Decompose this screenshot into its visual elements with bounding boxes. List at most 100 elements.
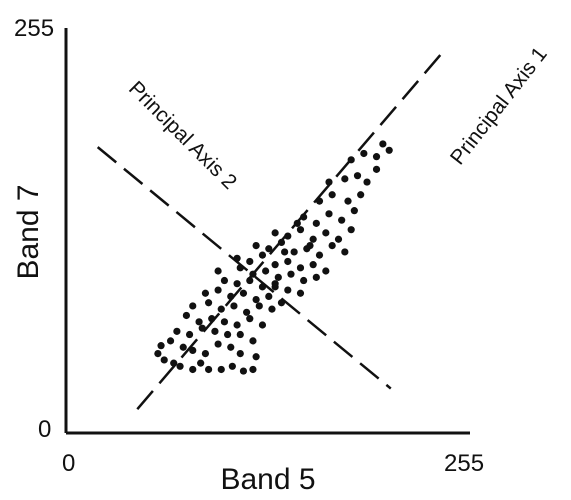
data-point <box>228 362 236 370</box>
data-point <box>185 330 194 339</box>
data-point <box>233 254 241 262</box>
data-point <box>309 261 317 269</box>
data-point <box>322 267 330 275</box>
data-point <box>236 349 244 358</box>
data-point <box>179 343 187 351</box>
data-point <box>189 346 197 355</box>
data-point <box>385 146 393 154</box>
data-point <box>220 276 229 285</box>
data-point <box>157 342 165 350</box>
data-point <box>315 197 324 205</box>
data-point <box>284 286 292 294</box>
data-point <box>347 226 355 234</box>
data-point <box>360 149 368 158</box>
principal-axis-1-line <box>136 51 445 410</box>
data-point <box>236 264 244 272</box>
data-point <box>363 178 371 186</box>
data-point <box>357 191 365 199</box>
principal-axis-lines <box>96 51 445 410</box>
data-point <box>258 321 267 329</box>
x-tick-label-left: 0 <box>62 450 75 477</box>
data-point <box>195 318 203 326</box>
data-point <box>334 235 343 243</box>
data-point <box>341 175 349 183</box>
data-point <box>315 251 324 259</box>
data-point <box>344 197 352 205</box>
data-point <box>300 213 308 221</box>
data-point <box>249 270 257 278</box>
data-point <box>214 286 222 294</box>
data-point <box>154 349 162 358</box>
data-point <box>262 267 270 275</box>
data-point <box>243 308 251 316</box>
data-point <box>236 330 244 339</box>
data-point <box>249 365 257 374</box>
data-point <box>214 267 222 275</box>
data-point <box>268 305 276 313</box>
data-point <box>201 289 210 297</box>
y-axis-title: Band 7 <box>12 184 45 279</box>
data-point <box>249 337 257 345</box>
data-point <box>287 270 295 278</box>
data-point <box>204 299 213 307</box>
data-point <box>227 292 235 301</box>
data-point <box>176 362 184 370</box>
data-point <box>173 327 181 335</box>
data-point <box>227 343 235 351</box>
data-point <box>271 283 279 291</box>
principal-axis-2-line <box>96 146 392 390</box>
data-point <box>239 289 248 297</box>
data-point <box>284 257 292 266</box>
data-point <box>166 337 175 345</box>
data-point <box>246 257 254 266</box>
data-point <box>284 232 292 240</box>
data-point <box>322 229 330 237</box>
data-point <box>217 305 225 313</box>
data-point <box>252 241 260 250</box>
data-point <box>208 315 216 323</box>
data-point <box>189 365 197 374</box>
data-point <box>230 302 238 310</box>
data-point <box>312 273 320 281</box>
data-points <box>154 140 393 375</box>
data-point <box>265 245 273 253</box>
data-point <box>182 311 191 320</box>
data-point <box>328 241 336 250</box>
data-point <box>201 349 210 358</box>
data-point <box>277 238 286 247</box>
data-point <box>265 292 273 301</box>
data-point <box>246 276 254 285</box>
y-tick-label-top: 255 <box>14 15 54 42</box>
data-point <box>189 302 197 310</box>
principal-axis-2-label: Principal Axis 2 <box>124 77 241 194</box>
data-point <box>252 353 260 361</box>
principal-axis-1-label: Principal Axis 1 <box>446 43 552 169</box>
data-point <box>350 207 358 215</box>
data-point <box>271 261 279 269</box>
x-tick-label-right: 255 <box>444 450 484 477</box>
axes <box>64 28 470 435</box>
data-point <box>217 365 225 374</box>
data-point <box>293 219 301 227</box>
data-point <box>252 295 260 304</box>
data-point <box>197 359 205 367</box>
data-point <box>271 229 279 237</box>
data-point <box>309 235 317 243</box>
data-point <box>198 324 206 332</box>
y-tick-label-bottom: 0 <box>38 416 51 443</box>
data-point <box>306 241 314 250</box>
data-point <box>296 226 305 234</box>
data-point <box>328 191 336 199</box>
data-point <box>290 248 298 256</box>
data-point <box>258 251 267 259</box>
data-point <box>224 330 232 339</box>
data-point <box>204 365 213 374</box>
data-point <box>296 264 305 272</box>
data-point <box>220 318 229 326</box>
data-point <box>170 359 178 367</box>
data-point <box>325 178 333 186</box>
data-point <box>296 289 305 297</box>
data-point <box>300 276 308 285</box>
data-point <box>372 165 381 173</box>
